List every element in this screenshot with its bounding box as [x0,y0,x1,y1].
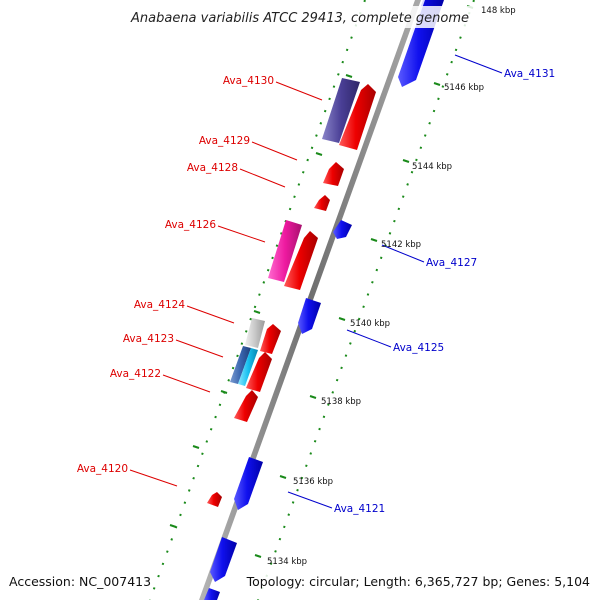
gene-ava-4118[interactable] [204,588,220,600]
leader-ava-4123 [175,339,224,358]
reverse-genes [204,0,444,600]
leader-ava-4131 [454,54,503,74]
gene-label-ava-4130[interactable]: Ava_4130 [223,75,274,87]
tick-label: 5134 kbp [267,557,307,567]
tick-label: 5140 kbp [350,319,390,329]
tick-mark [315,152,323,156]
reverse-gene-labels: Ava_4131 Ava_4127 Ava_4125 Ava_4121 [334,68,555,515]
gene-ava-4128[interactable] [314,195,330,211]
tick-mark [402,159,410,163]
gene-ava-4123-cyan[interactable] [238,348,258,386]
tick-labels: 148 kbp 5146 kbp 5144 kbp 5142 kbp 5140 … [267,6,516,567]
gene-label-ava-4127[interactable]: Ava_4127 [426,257,477,269]
gene-ava-4123-steel[interactable] [230,346,251,384]
leader-ava-4126 [217,225,266,243]
gene-label-ava-4121[interactable]: Ava_4121 [334,503,385,515]
tick-mark [345,74,353,78]
tick-label: 5144 kbp [412,162,452,172]
leader-ava-4129 [251,141,298,161]
tick-label: 5142 kbp [381,240,421,250]
gene-ava-4127[interactable] [333,220,352,239]
gene-ava-4126[interactable] [284,231,318,290]
gene-label-ava-4126[interactable]: Ava_4126 [165,219,217,231]
gene-ava-4129[interactable] [323,162,344,186]
tick-marks [169,5,474,558]
leader-ava-4122 [162,374,211,393]
tick-mark [220,390,228,394]
gene-label-ava-4128[interactable]: Ava_4128 [187,162,238,174]
tick-mark [370,238,378,242]
tick-mark [192,445,200,449]
gene-label-ava-4129[interactable]: Ava_4129 [199,135,250,147]
leader-ava-4124 [186,305,235,324]
tick-mark [254,554,262,558]
leader-ava-4120 [129,469,178,487]
forward-gene-labels: Ava_4130 Ava_4129 Ava_4128 Ava_4126 Ava_… [77,75,274,475]
tick-label: 5146 kbp [444,83,484,93]
tick-label: 5136 kbp [293,477,333,487]
leader-ava-4125 [346,329,392,348]
title-backdrop [118,6,480,28]
gene-ava-4130-purple[interactable] [322,78,360,143]
gene-ava-4124[interactable] [260,324,281,354]
gene-ava-4124-grey[interactable] [245,318,265,348]
tick-mark [169,524,177,528]
gene-label-ava-4122[interactable]: Ava_4122 [110,368,161,380]
tick-label: 148 kbp [481,6,516,16]
genome-summary-text: Topology: circular; Length: 6,365,727 bp… [246,574,590,589]
footer-backdrop-left [4,571,148,591]
gene-ava-4120[interactable] [207,492,222,507]
footer-backdrop-right [256,571,596,591]
gene-label-ava-4123[interactable]: Ava_4123 [123,333,174,345]
gene-ava-4130[interactable] [339,84,376,150]
leader-ava-4130 [275,81,323,101]
accession-text: Accession: NC_007413 [9,574,151,589]
leader-ava-4127 [381,244,425,263]
tick-mark [309,395,317,399]
gene-ava-4121[interactable] [234,457,263,510]
gene-ava-4119[interactable] [210,537,237,582]
map-title: Anabaena variabilis ATCC 29413, complete… [130,11,469,26]
tick-mark [279,475,287,479]
tick-label: 5138 kbp [321,397,361,407]
gene-ava-4125[interactable] [298,298,321,334]
label-leaders [129,54,503,509]
gene-ava-4126-pink[interactable] [268,220,302,282]
tick-mark [338,317,346,321]
gene-label-ava-4120[interactable]: Ava_4120 [77,463,128,475]
leader-ava-4121 [287,491,333,509]
gene-ava-4122b[interactable] [234,390,258,422]
gene-ava-4122[interactable] [246,352,272,392]
leader-ava-4128 [239,168,286,188]
tick-mark [253,310,261,314]
gene-label-ava-4124[interactable]: Ava_4124 [134,299,186,311]
gene-label-ava-4131[interactable]: Ava_4131 [504,68,555,80]
tick-mark [433,82,441,86]
forward-genes [207,0,441,507]
gene-label-ava-4125[interactable]: Ava_4125 [393,342,444,354]
